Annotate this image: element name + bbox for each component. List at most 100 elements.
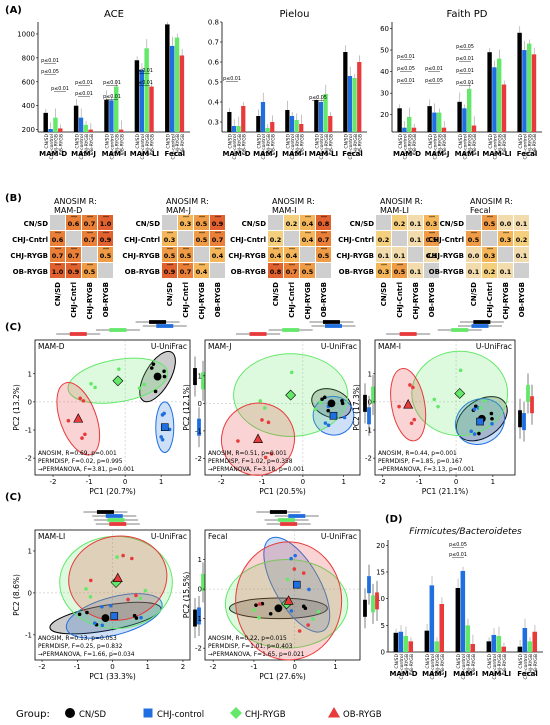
y-tick-label: 1000 — [17, 30, 35, 38]
bar — [398, 631, 404, 652]
x-tick-label: -2 — [218, 478, 225, 486]
centroid-ob-rygb — [403, 399, 414, 409]
sample-point — [78, 396, 82, 401]
heatmap-cell — [498, 263, 513, 278]
category-label: Fecal — [342, 150, 363, 158]
bar — [265, 128, 270, 132]
group-tick-label: CHJ-control — [140, 134, 146, 159]
stat-line: →PERMANOVA, F=1.65, p=0.021 — [208, 652, 305, 658]
heatmap-cell — [466, 231, 481, 246]
significance-label: p≤0.01 — [103, 94, 121, 100]
heatmap-star: *** — [71, 247, 77, 252]
marginal-box — [193, 609, 197, 627]
heatmap-star: *** — [103, 231, 109, 236]
heatmap-star: *** — [305, 215, 311, 220]
y-tick-label: 0 — [368, 398, 372, 406]
sample-point — [326, 408, 331, 413]
heatmap-star: *** — [273, 263, 279, 268]
heatmap-cell — [316, 215, 331, 230]
pcoa-plot-0: -2 -1 0 1 -2 -1 0 1 PC1 (20.7%) PC2 (13.2%) MAM-D U… — [12, 320, 209, 496]
heatmap-row-label: CN/SD — [440, 220, 465, 228]
y-tick-label: 0.4 — [208, 99, 220, 107]
sample-point — [160, 413, 165, 417]
sample-point — [322, 395, 327, 400]
centroid-cn-sd — [153, 372, 162, 381]
bar — [501, 84, 507, 132]
metric-label: U-UniFrac — [476, 342, 512, 351]
bar — [437, 112, 442, 132]
heatmap-value: 0.2 — [270, 236, 282, 244]
x-axis-label: PC1 (20.7%) — [89, 487, 136, 496]
group-tick-label: CN/SD — [105, 134, 111, 149]
sample-point — [316, 609, 321, 614]
heatmap-value: 0.6 — [52, 236, 64, 244]
sample-point — [159, 435, 164, 439]
heatmap-value: 0.4 — [212, 252, 224, 260]
group-tick-label: OB-RYGB — [532, 134, 538, 155]
x-tick-label: -2 — [50, 478, 57, 486]
chart-title: Pielou — [280, 9, 310, 20]
heatmap-star: *** — [289, 263, 295, 268]
legend-label: CN/SD — [79, 710, 107, 720]
heatmap-cell — [514, 247, 529, 262]
heatmap-cell — [178, 247, 193, 262]
sample-point — [257, 615, 261, 620]
panel-label-c: (C) — [5, 322, 21, 333]
marginal-box — [193, 368, 197, 386]
category-label: Fecal — [517, 670, 538, 678]
x-axis-label: PC1 (27.6%) — [259, 672, 306, 681]
heatmap-value: 0.5 — [180, 252, 192, 260]
metric-label: U-UniFrac — [151, 532, 187, 541]
panel-label-c2: (C) — [5, 492, 21, 503]
y-tick-label: 50 — [380, 47, 389, 55]
group-tick-label: CHJ-RYGB — [145, 134, 151, 156]
heatmap-cell — [66, 215, 81, 230]
bar — [294, 120, 299, 132]
sample-point — [289, 609, 294, 613]
x-tick-label: 0 — [110, 663, 114, 671]
heatmap-star: *** — [87, 215, 93, 220]
sample-point — [162, 374, 167, 379]
heatmap-value: 0.3 — [164, 236, 176, 244]
x-tick-label: 2 — [181, 663, 185, 671]
group-tick-label: CHJ-RYGB — [295, 134, 301, 156]
heatmap-cell — [210, 263, 225, 278]
y-tick-label: -2 — [195, 645, 202, 653]
bar — [439, 604, 445, 652]
heatmap-star: *** — [167, 247, 173, 252]
heatmap-value: 0.7 — [286, 268, 298, 276]
heatmap-title: ANOSIM R: — [470, 197, 513, 206]
heatmap-star: *** — [55, 231, 61, 236]
heatmap-value: 0.2 — [286, 220, 298, 228]
group-tick-label: OB-RYGB — [409, 654, 415, 675]
heatmap-row-label: CHJ-RYGB — [10, 252, 48, 260]
heatmap-cell — [316, 247, 331, 262]
heatmap-subtitle: MAM-D — [54, 206, 82, 215]
marginal-box — [522, 413, 526, 431]
heatmap-value: 0.4 — [302, 236, 314, 244]
sample-point — [252, 608, 256, 612]
heatmap-col-label: CHJ-Cntrl — [288, 282, 296, 318]
marginal-box — [526, 384, 530, 402]
heatmap-col-label: CHJ-RYGB — [412, 282, 420, 320]
heatmap-1: ANOSIM R:MAM-JCN/SD 0.3***0.5***0.9***CHJ… — [122, 197, 225, 320]
heatmap-star: *** — [167, 263, 173, 268]
heatmap-star: *** — [183, 247, 189, 252]
heatmap-row-label: OB-RYGB — [339, 268, 374, 276]
centroid-ob-rygb — [112, 572, 123, 583]
heatmap-star: *** — [183, 215, 189, 220]
heatmap-row-label: CN/SD — [350, 220, 375, 228]
heatmap-row-label: OB-RYGB — [429, 268, 464, 276]
bar — [139, 69, 144, 132]
group-tick-label: OB-RYGB — [357, 134, 363, 155]
sample-point — [132, 613, 137, 618]
bar — [179, 55, 185, 133]
category-label: MAM-J — [422, 670, 447, 678]
legend-title: Group: — [16, 709, 50, 720]
heatmap-cell — [82, 263, 97, 278]
heatmap-star: *** — [215, 215, 221, 220]
group-tick-label: CN/SD — [166, 134, 172, 149]
